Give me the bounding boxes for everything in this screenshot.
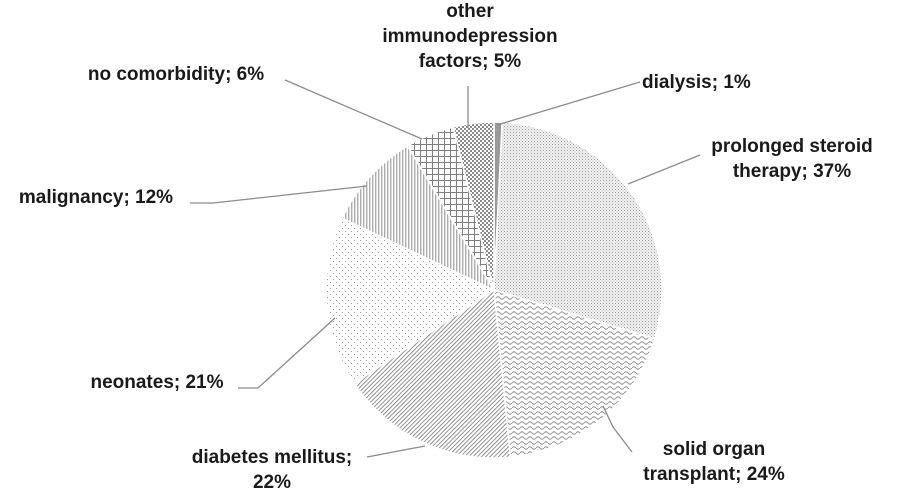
leader-line-no-comorbidity: [284, 79, 423, 140]
slice-label-diabetes-mellitus: diabetes mellitus; 22%: [192, 447, 353, 493]
slice-label-no-comorbidity: no comorbidity; 6%: [88, 64, 264, 85]
slice-label-line: transplant; 24%: [643, 464, 785, 485]
leader-line-neonates: [238, 317, 336, 389]
slice-label-dialysis: dialysis; 1%: [642, 72, 751, 93]
leader-line-dialysis: [496, 81, 641, 126]
slice-label-prolonged-steroid: prolonged steroid therapy; 37%: [711, 136, 873, 182]
slice-label-line: no comorbidity; 6%: [88, 64, 264, 85]
slice-label-malignancy: malignancy; 12%: [19, 187, 173, 208]
slice-label-solid-organ: solid organ transplant; 24%: [643, 439, 785, 485]
slice-label-line: factors; 5%: [419, 51, 522, 72]
pie-slice-neonates: [325, 217, 496, 385]
slice-label-line: other: [446, 1, 494, 22]
slice-label-line: diabetes mellitus;: [192, 447, 353, 468]
leader-line-solid-organ: [602, 405, 633, 453]
slice-label-line: malignancy; 12%: [19, 187, 173, 208]
slice-label-line: therapy; 37%: [733, 161, 851, 182]
slice-label-line: neonates; 21%: [90, 372, 223, 393]
slice-label-line: dialysis; 1%: [642, 72, 751, 93]
pie-slice-other: [452, 121, 495, 291]
slice-label-other: other immunodepression factors; 5%: [382, 1, 557, 72]
slice-label-line: immunodepression: [382, 26, 557, 47]
leader-line-diabetes-mellitus: [366, 445, 426, 458]
slice-label-line: prolonged steroid: [711, 136, 873, 157]
pie-slice-solid-organ: [493, 288, 656, 459]
slice-label-line: 22%: [253, 472, 291, 493]
slice-label-line: solid organ: [663, 439, 765, 460]
leader-line-malignancy: [190, 185, 368, 204]
slice-label-neonates: neonates; 21%: [90, 372, 223, 393]
pie-slice-malignancy: [341, 144, 496, 292]
pie-slice-prolonged-steroid: [493, 121, 663, 340]
leader-line-prolonged-steroid: [627, 154, 701, 185]
pie-slice-diabetes-mellitus: [353, 288, 512, 459]
